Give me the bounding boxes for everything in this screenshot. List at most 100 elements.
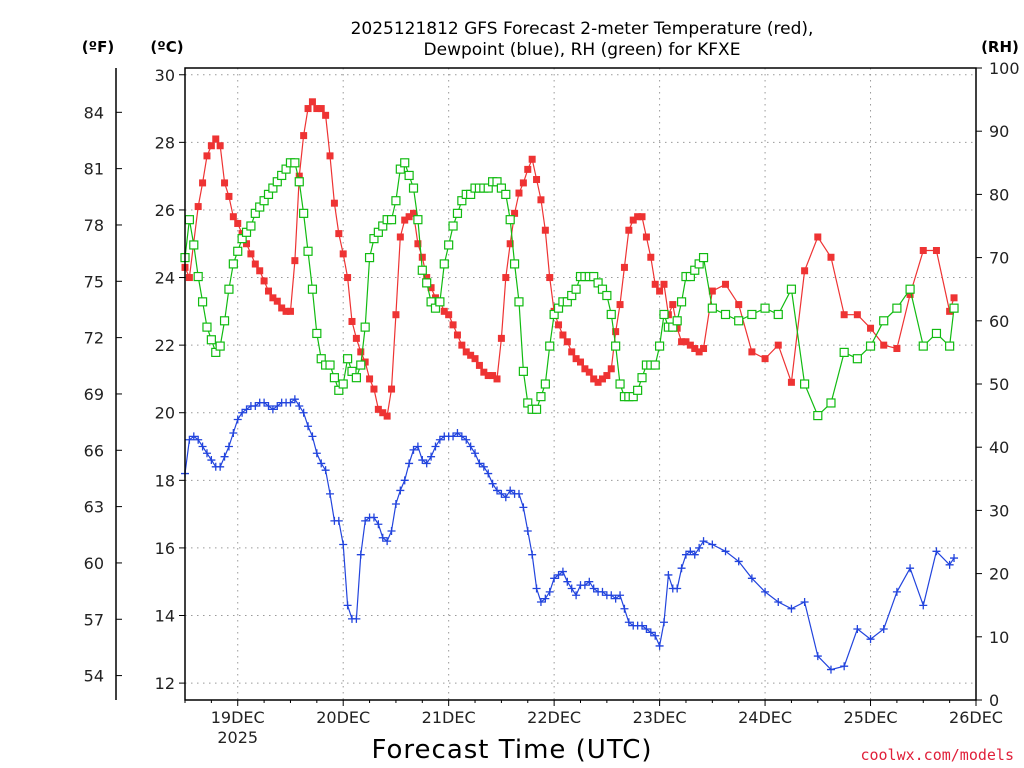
rh-point	[417, 265, 427, 275]
temperature-point	[660, 280, 668, 288]
temperature-point	[357, 348, 365, 356]
temperature-point	[735, 301, 743, 309]
temperature-point	[317, 105, 325, 113]
rh-point	[351, 373, 361, 383]
dewpoint-point	[479, 462, 488, 471]
dewpoint-point	[378, 533, 387, 542]
rh-point	[307, 284, 318, 294]
dewpoint-point	[251, 401, 260, 410]
rh-point	[800, 379, 810, 389]
fahrenheit-tick-label: 81	[84, 160, 104, 179]
rh-point	[356, 360, 366, 370]
rh-point	[290, 158, 300, 168]
rh-tick-label: 60	[989, 312, 1009, 331]
rh-point	[246, 221, 256, 231]
rh-tick-label: 50	[989, 375, 1009, 394]
dewpoint-point	[308, 432, 317, 441]
dewpoint-point	[189, 432, 198, 441]
temperature-point	[234, 219, 242, 227]
temperature-point	[322, 111, 330, 119]
temperature-point	[656, 287, 664, 295]
temperature-point	[282, 307, 290, 315]
dewpoint-point	[435, 435, 444, 444]
temperature-point	[229, 213, 237, 221]
rh-point	[360, 322, 370, 332]
temperature-point	[787, 378, 795, 386]
rh-point	[659, 309, 669, 320]
temperature-point	[506, 240, 514, 248]
dewpoint-point	[295, 401, 304, 410]
temperature-point	[449, 321, 457, 329]
temperature-point	[247, 250, 255, 258]
temperature-point	[383, 412, 391, 420]
temperature-point	[853, 311, 861, 319]
dewpoint-point	[919, 601, 928, 610]
fahrenheit-tick-label: 54	[84, 667, 104, 686]
series-dewpoint	[181, 395, 959, 674]
rh-tick-label: 70	[989, 249, 1009, 268]
temperature-point	[225, 192, 233, 200]
credit-label: coolwx.com/models	[860, 746, 1014, 764]
temperature-point	[774, 341, 782, 349]
dewpoint-point	[488, 479, 497, 488]
temperature-point	[308, 98, 316, 106]
dewpoint-point	[642, 625, 651, 634]
temperature-point	[568, 348, 576, 356]
dewpoint-point	[616, 591, 625, 600]
temperature-point	[339, 250, 347, 258]
dewpoint-point	[290, 395, 299, 404]
x-tick-label: 25DEC	[844, 708, 898, 727]
temperature-point	[620, 263, 628, 271]
dewpoint-point	[567, 584, 576, 593]
x-tick-label: 23DEC	[633, 708, 687, 727]
dewpoint-point	[471, 449, 480, 458]
temperature-point	[212, 135, 220, 143]
temperature-point	[194, 203, 202, 211]
temperature-point	[278, 304, 286, 312]
dewpoint-point	[589, 584, 598, 593]
dewpoint-point	[563, 577, 572, 586]
temperature-point	[471, 355, 479, 363]
rh-point	[299, 208, 309, 218]
rh-point	[892, 303, 902, 313]
dewpoint-point	[686, 547, 695, 556]
dewpoint-point	[906, 564, 915, 573]
rh-point	[518, 366, 528, 376]
rh-point	[439, 259, 449, 269]
dewpoint-point	[950, 554, 959, 563]
dewpoint-point	[238, 408, 247, 417]
temperature-point	[330, 199, 338, 207]
rh-point	[422, 278, 432, 288]
temperature-point	[326, 152, 334, 160]
dewpoint-point	[396, 486, 405, 495]
dewpoint-point	[523, 527, 532, 536]
temperature-point	[638, 213, 646, 221]
temperature-point	[243, 240, 251, 248]
temperature-point	[489, 372, 497, 380]
rh-point	[611, 341, 621, 351]
rh-tick-label: 100	[989, 59, 1020, 78]
dewpoint-point	[611, 594, 620, 603]
dewpoint-point	[264, 401, 273, 410]
rh-point	[184, 215, 194, 225]
fahrenheit-tick-label: 60	[84, 554, 104, 573]
rh-point	[233, 246, 243, 256]
rh-tick-label: 80	[989, 185, 1009, 204]
dewpoint-point	[585, 577, 594, 586]
rh-point	[633, 385, 643, 395]
series-line	[184, 398, 955, 671]
temperature-point	[370, 385, 378, 393]
dewpoint-point	[892, 587, 901, 596]
dewpoint-point	[422, 459, 431, 468]
temperature-point	[256, 267, 264, 275]
celsius-tick-label: 24	[155, 269, 175, 288]
temperature-point	[814, 233, 822, 241]
rh-point	[949, 303, 959, 313]
fahrenheit-tick-label: 84	[84, 103, 104, 122]
rh-point	[338, 379, 348, 389]
temperature-point	[577, 358, 584, 366]
rh-point	[945, 341, 955, 351]
temperature-point	[388, 385, 396, 393]
dewpoint-point	[273, 401, 282, 410]
temperature-point	[700, 345, 708, 353]
